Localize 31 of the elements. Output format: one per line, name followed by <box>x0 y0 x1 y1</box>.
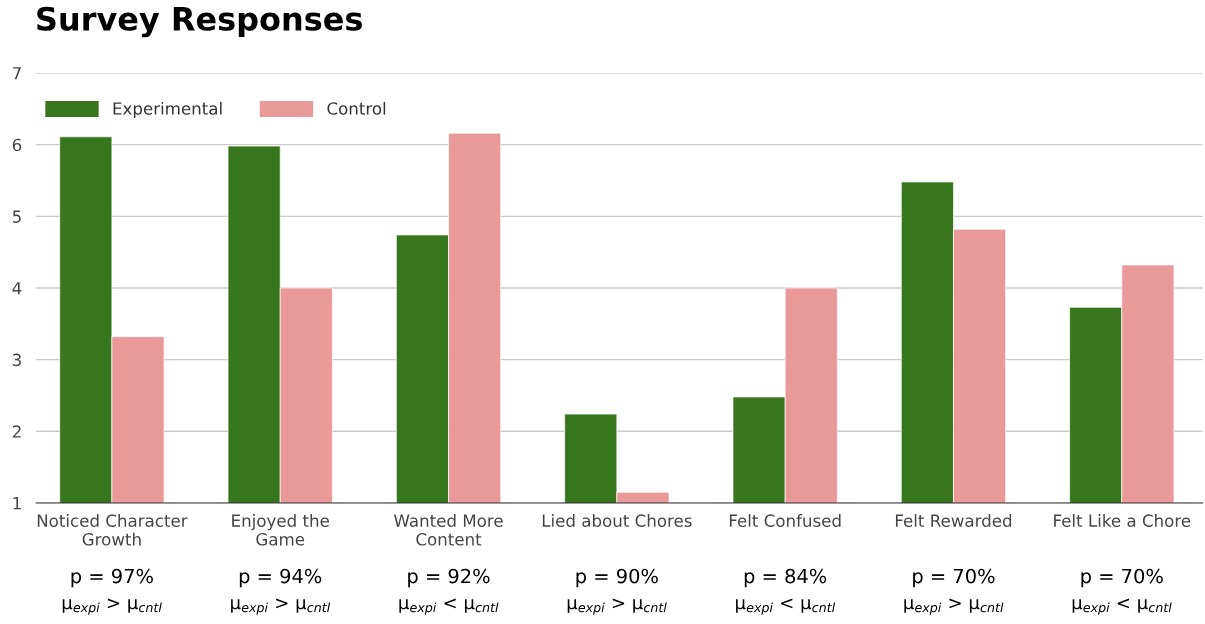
text: μ$_{expi}$ < μ$_{cntl}$ <box>736 598 836 615</box>
text: μ$_{expi}$ > μ$_{cntl}$ <box>904 598 1004 615</box>
y-tick-label: 1 <box>13 497 21 510</box>
x-tick-label: Wanted More Content <box>394 514 503 546</box>
x-tick-label: Enjoyed the Game <box>232 514 329 546</box>
text: p = 92% <box>408 568 490 588</box>
x-tick-label: Felt Rewarded <box>895 514 1012 527</box>
x-tick-label: Felt Confused <box>729 514 841 527</box>
y-tick-label: 7 <box>13 67 21 80</box>
text: p = 84% <box>744 568 827 588</box>
text: μ$_{expi}$ < μ$_{cntl}$ <box>1072 598 1172 615</box>
text: p = 94% <box>239 568 322 588</box>
text: μ$_{expi}$ < μ$_{cntl}$ <box>399 598 499 615</box>
text: p = 70% <box>913 568 995 588</box>
y-tick-label: 5 <box>12 210 21 223</box>
legend-label: Experimental <box>113 101 222 119</box>
text: p = 70% <box>1081 568 1163 588</box>
y-tick-label: 6 <box>12 138 22 152</box>
x-tick-label: Felt Like a Chore <box>1054 514 1191 527</box>
text: p = 90% <box>576 568 658 588</box>
text: μ$_{expi}$ > μ$_{cntl}$ <box>62 598 162 615</box>
text: μ$_{expi}$ > μ$_{cntl}$ <box>231 598 331 615</box>
chart-title: Survey Responses <box>37 6 362 38</box>
y-tick-label: 3 <box>12 353 21 367</box>
text: p = 97% <box>71 568 153 588</box>
y-tick-label: 4 <box>12 282 22 295</box>
x-tick-label: Noticed Character Growth <box>37 514 188 546</box>
y-tick-label: 2 <box>12 425 21 438</box>
legend-label: Control <box>327 101 386 115</box>
text: μ$_{expi}$ > μ$_{cntl}$ <box>567 598 667 615</box>
x-tick-label: Lied about Chores <box>542 514 692 527</box>
